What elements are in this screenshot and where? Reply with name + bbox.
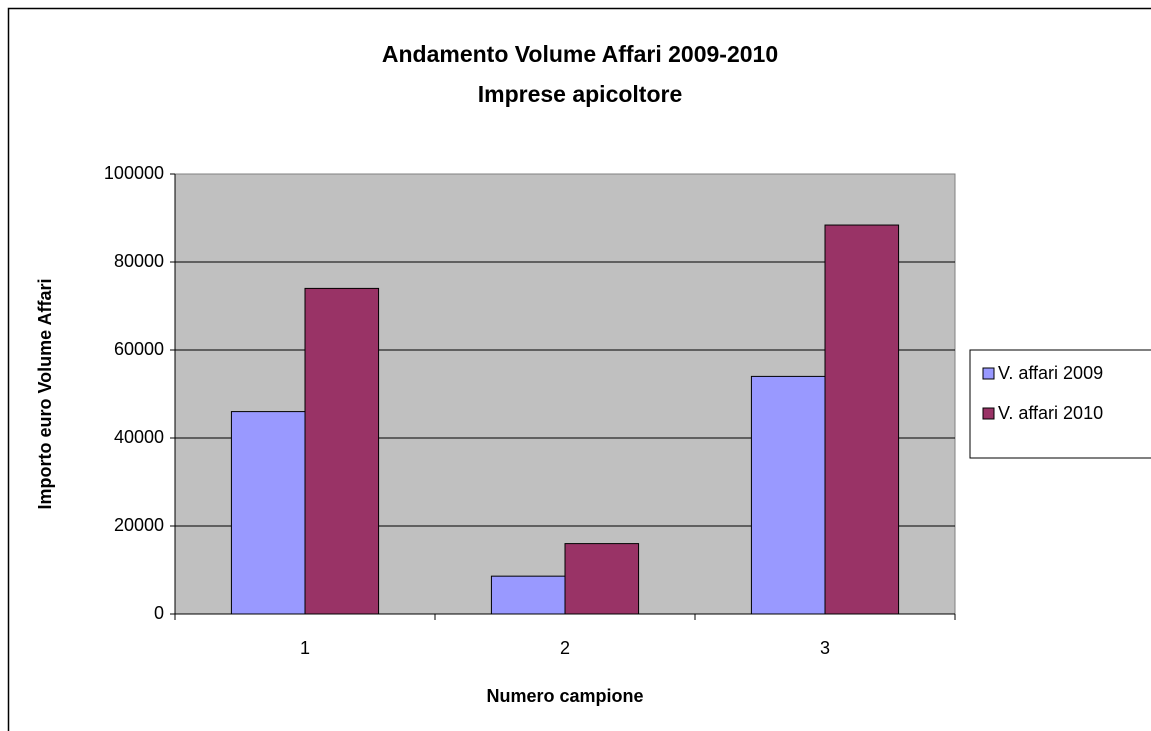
y-tick-label: 80000: [114, 251, 164, 271]
y-axis-title: Importo euro Volume Affari: [35, 278, 55, 509]
bar: [564, 543, 640, 615]
bar: [750, 375, 826, 615]
x-tick-label: 2: [560, 638, 570, 658]
x-tick-label: 3: [820, 638, 830, 658]
legend-label: V. affari 2010: [998, 403, 1103, 423]
legend-swatch: [982, 407, 995, 420]
bar: [490, 575, 566, 615]
y-tick-label: 60000: [114, 339, 164, 359]
chart-subtitle: Imprese apicoltore: [478, 81, 683, 107]
bar: [824, 224, 900, 615]
legend-label: V. affari 2009: [998, 363, 1103, 383]
y-tick-label: 20000: [114, 515, 164, 535]
legend-box: [969, 349, 1151, 459]
y-tick-label: 100000: [104, 163, 164, 183]
x-tick-label: 1: [300, 638, 310, 658]
y-tick-label: 0: [154, 603, 164, 623]
chart-title: Andamento Volume Affari 2009-2010: [382, 41, 778, 67]
bar: [304, 287, 380, 615]
legend-swatch: [982, 367, 995, 380]
x-axis-title: Numero campione: [486, 686, 643, 706]
bar: [230, 411, 306, 615]
y-tick-label: 40000: [114, 427, 164, 447]
